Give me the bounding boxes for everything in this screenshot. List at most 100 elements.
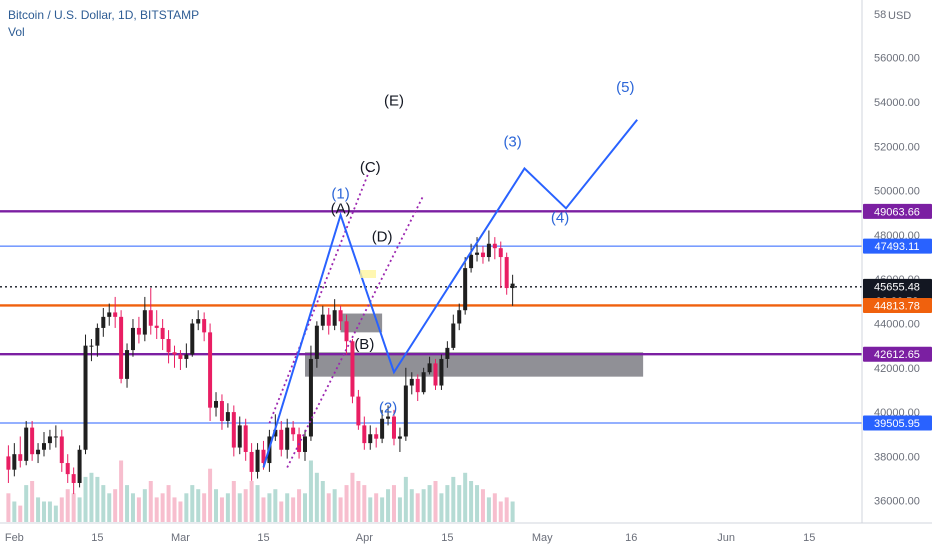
channel-line: [268, 168, 372, 424]
candle-body: [433, 363, 438, 386]
volume-bar: [273, 489, 278, 522]
candle-body: [18, 454, 23, 461]
volume-bar: [433, 481, 438, 522]
wave-label: (E): [384, 92, 404, 109]
volume-bar: [421, 489, 426, 522]
volume-bar: [391, 485, 396, 522]
volume-layer: [6, 460, 515, 522]
candle-body: [136, 327, 141, 335]
candle-body: [445, 347, 450, 359]
volume-bar: [202, 493, 207, 522]
price-tag-value: 49063.66: [874, 206, 920, 218]
time-axis: Feb 15 Mar 15 Apr 15 May 16 Jun 15: [0, 522, 932, 544]
price-tag-value: 42612.65: [874, 349, 920, 361]
candle-body: [320, 314, 325, 326]
candle-body: [172, 352, 177, 355]
candle-body: [469, 254, 474, 269]
price-tag-value: 47493.11: [874, 241, 919, 253]
candle-body: [279, 429, 284, 450]
volume-bar: [397, 497, 402, 522]
candle-body: [350, 341, 355, 397]
price-tick-label: 42000.00: [874, 363, 920, 375]
wave-labels-layer: (1) (2) (3) (4) (5) (A) (B) (C) (D) (E): [331, 79, 635, 416]
volume-bar: [160, 493, 165, 522]
volume-bar: [36, 497, 41, 522]
support-zone: [305, 352, 644, 377]
volume-bar: [219, 497, 224, 522]
candle-body: [71, 474, 76, 483]
price-tick-label: 56000.00: [874, 53, 920, 65]
time-tick-label: 16: [625, 532, 637, 544]
candle-body: [475, 252, 480, 255]
wave-label: (D): [372, 229, 393, 246]
support-zone: [340, 313, 383, 333]
price-tag: [863, 203, 932, 219]
volume-bar: [492, 493, 497, 522]
price-tag: [863, 415, 932, 431]
zones-layer: [305, 313, 644, 377]
volume-bar: [332, 489, 337, 522]
candle-body: [95, 327, 100, 346]
volume-bar: [148, 481, 153, 522]
volume-bar: [279, 501, 284, 522]
chart-title[interactable]: Bitcoin / U.S. Dollar, 1D, BITSTAMP: [8, 8, 200, 22]
candle-body: [178, 354, 183, 359]
volume-bar: [255, 485, 260, 522]
candle-body: [119, 316, 124, 379]
candle-body: [125, 350, 130, 379]
volume-bar: [344, 485, 349, 522]
time-tick-label: 15: [441, 532, 453, 544]
volume-bar: [65, 489, 70, 522]
candle-body: [338, 310, 343, 322]
price-tag-value: 39505.95: [874, 418, 920, 430]
candle-body: [202, 319, 207, 333]
volume-bar: [130, 493, 135, 522]
volume-bar: [498, 501, 503, 522]
candle-body: [356, 396, 361, 426]
candle-body: [142, 310, 147, 335]
candle-body: [362, 425, 367, 444]
volume-bar: [409, 489, 414, 522]
volume-bar: [480, 489, 485, 522]
candle-body: [255, 449, 260, 472]
volume-bar: [71, 493, 76, 522]
volume-bar: [261, 497, 266, 522]
candle-body: [249, 451, 254, 472]
candle-body: [148, 310, 153, 326]
volume-bar: [59, 497, 64, 522]
candle-body: [53, 436, 58, 438]
volume-bar: [457, 485, 462, 522]
volume-bar: [77, 497, 82, 522]
candle-body: [237, 425, 242, 448]
price-tag-value: 45655.48: [874, 281, 920, 293]
volume-bar: [350, 472, 355, 522]
candle-body: [397, 436, 402, 439]
volume-bar: [308, 460, 313, 522]
candle-body: [451, 323, 456, 348]
candle-body: [504, 257, 509, 289]
candle-body: [368, 434, 373, 444]
candle-body: [427, 363, 432, 373]
volume-bar: [445, 485, 450, 522]
wave-label: (4): [551, 209, 569, 226]
candle-body: [59, 436, 64, 464]
candle-body: [273, 429, 278, 437]
volume-bar: [403, 476, 408, 522]
price-tag: [863, 297, 932, 313]
candle-body: [344, 321, 349, 342]
time-tick-label: 15: [257, 532, 269, 544]
candle-body: [285, 427, 290, 450]
candle-body: [41, 443, 46, 450]
volume-bar: [142, 489, 147, 522]
volume-bar: [237, 493, 242, 522]
candle-body: [30, 427, 35, 455]
candle-body: [463, 268, 468, 311]
volume-indicator-label[interactable]: Vol: [8, 25, 25, 39]
volume-bar: [231, 481, 236, 522]
candle-body: [231, 412, 236, 448]
volume-bar: [178, 501, 183, 522]
volume-bar: [166, 485, 171, 522]
candle-body: [77, 449, 82, 483]
candle-body: [6, 456, 11, 470]
